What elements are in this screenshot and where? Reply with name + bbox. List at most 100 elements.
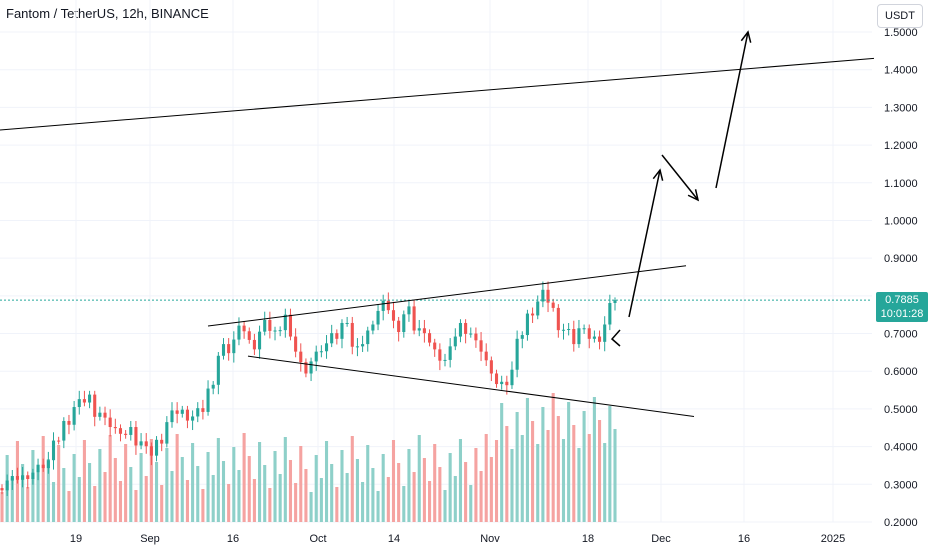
- volume-bar: [386, 477, 390, 522]
- volume-bar: [525, 398, 529, 522]
- y-tick-label: 0.5000: [884, 404, 918, 416]
- volume-bar: [340, 450, 344, 522]
- volume-bar: [309, 492, 313, 522]
- y-tick-label: 1.3000: [884, 102, 918, 114]
- candle-body: [206, 388, 210, 412]
- candle-body: [484, 351, 488, 361]
- volume-bar: [46, 459, 50, 522]
- volume-bar: [464, 462, 468, 522]
- candle-body: [556, 307, 560, 331]
- volume-bar: [345, 473, 349, 522]
- candle-body: [371, 324, 375, 331]
- volume-bar: [474, 448, 478, 522]
- candle-body: [433, 342, 437, 350]
- volume-bar: [263, 465, 267, 522]
- volume-bar: [531, 421, 535, 522]
- last-price-label: 0.7885 10:01:28: [876, 292, 928, 322]
- projection-arrow-target: [715, 31, 749, 189]
- candle-body: [613, 300, 617, 304]
- candle-body: [417, 328, 421, 331]
- candle-body: [567, 329, 571, 331]
- candle-body: [72, 407, 76, 425]
- candle-body: [402, 314, 406, 333]
- volume-bar: [206, 452, 210, 522]
- volume-bar: [154, 462, 159, 522]
- candle-body: [324, 343, 329, 352]
- candle-body: [129, 427, 133, 435]
- candle-body: [118, 428, 123, 434]
- candle-body: [464, 322, 468, 334]
- volume-bar: [484, 434, 488, 522]
- candle-body: [170, 410, 174, 423]
- candle-body: [242, 325, 246, 332]
- candle-body: [474, 333, 478, 341]
- volume-bar: [407, 449, 411, 522]
- candle-body: [41, 464, 45, 469]
- volume-bar: [355, 459, 359, 522]
- candle-body: [21, 475, 25, 480]
- volume-bar: [72, 454, 76, 522]
- candle-body: [598, 336, 602, 342]
- candle-body: [458, 322, 463, 337]
- candle-body: [227, 344, 231, 354]
- volume-bar: [556, 416, 560, 522]
- candle-body: [531, 313, 535, 316]
- volume-bar: [82, 440, 86, 522]
- candle-body: [15, 476, 19, 480]
- candles: [0, 281, 617, 496]
- volume-bar: [232, 447, 236, 522]
- candle-body: [391, 310, 396, 321]
- x-tick-label: Dec: [651, 533, 671, 545]
- volume-bar: [247, 456, 251, 522]
- candle-body: [154, 439, 159, 456]
- volume-bar: [180, 457, 184, 522]
- candle-body: [211, 384, 215, 389]
- x-tick-label: 16: [738, 533, 750, 545]
- candle-body: [263, 319, 267, 332]
- volume-bar: [201, 489, 205, 522]
- x-tick-label: 19: [70, 533, 82, 545]
- candle-body: [587, 328, 591, 339]
- volume-bar: [237, 470, 241, 522]
- volume-bar: [510, 449, 514, 522]
- candle-body: [221, 344, 226, 356]
- candle-body: [26, 475, 30, 480]
- candle-body: [278, 330, 282, 332]
- volume-bar: [268, 488, 272, 522]
- candle-body: [376, 310, 380, 325]
- candle-body: [510, 369, 514, 386]
- candle-body: [577, 328, 581, 345]
- x-tick-label: 18: [582, 533, 594, 545]
- candle-body: [592, 336, 596, 339]
- volume-bar: [41, 436, 45, 522]
- candle-body: [561, 329, 566, 331]
- volume-bar: [36, 473, 40, 522]
- candle-body: [237, 325, 241, 340]
- volume-bar: [242, 433, 246, 522]
- volume-bar: [350, 436, 354, 522]
- x-tick-label: 16: [227, 533, 239, 545]
- candle-body: [314, 351, 318, 362]
- volume-bar: [469, 485, 473, 522]
- volume-bar: [494, 440, 499, 522]
- candle-body: [443, 359, 447, 361]
- volume-bar: [57, 445, 61, 522]
- currency-button[interactable]: USDT: [877, 4, 923, 28]
- y-tick-label: 1.1000: [884, 178, 918, 190]
- price-axis: 1.5000 1.4000 1.3000 1.2000 1.1000 1.0000 0.90…: [884, 27, 918, 529]
- volume-bar: [587, 434, 591, 522]
- candle-body: [124, 433, 128, 435]
- volume-bar: [500, 403, 504, 522]
- candle-body: [494, 373, 499, 385]
- volume-bar: [211, 475, 215, 522]
- candle-body: [268, 319, 272, 331]
- candle-body: [525, 313, 529, 336]
- volume-bar: [31, 450, 35, 522]
- x-tick-label: 2025: [821, 533, 845, 545]
- volume-bar: [453, 476, 457, 522]
- volume-bar: [278, 474, 282, 522]
- candle-body: [603, 324, 607, 342]
- candle-body: [5, 480, 9, 491]
- candle-body: [505, 381, 509, 386]
